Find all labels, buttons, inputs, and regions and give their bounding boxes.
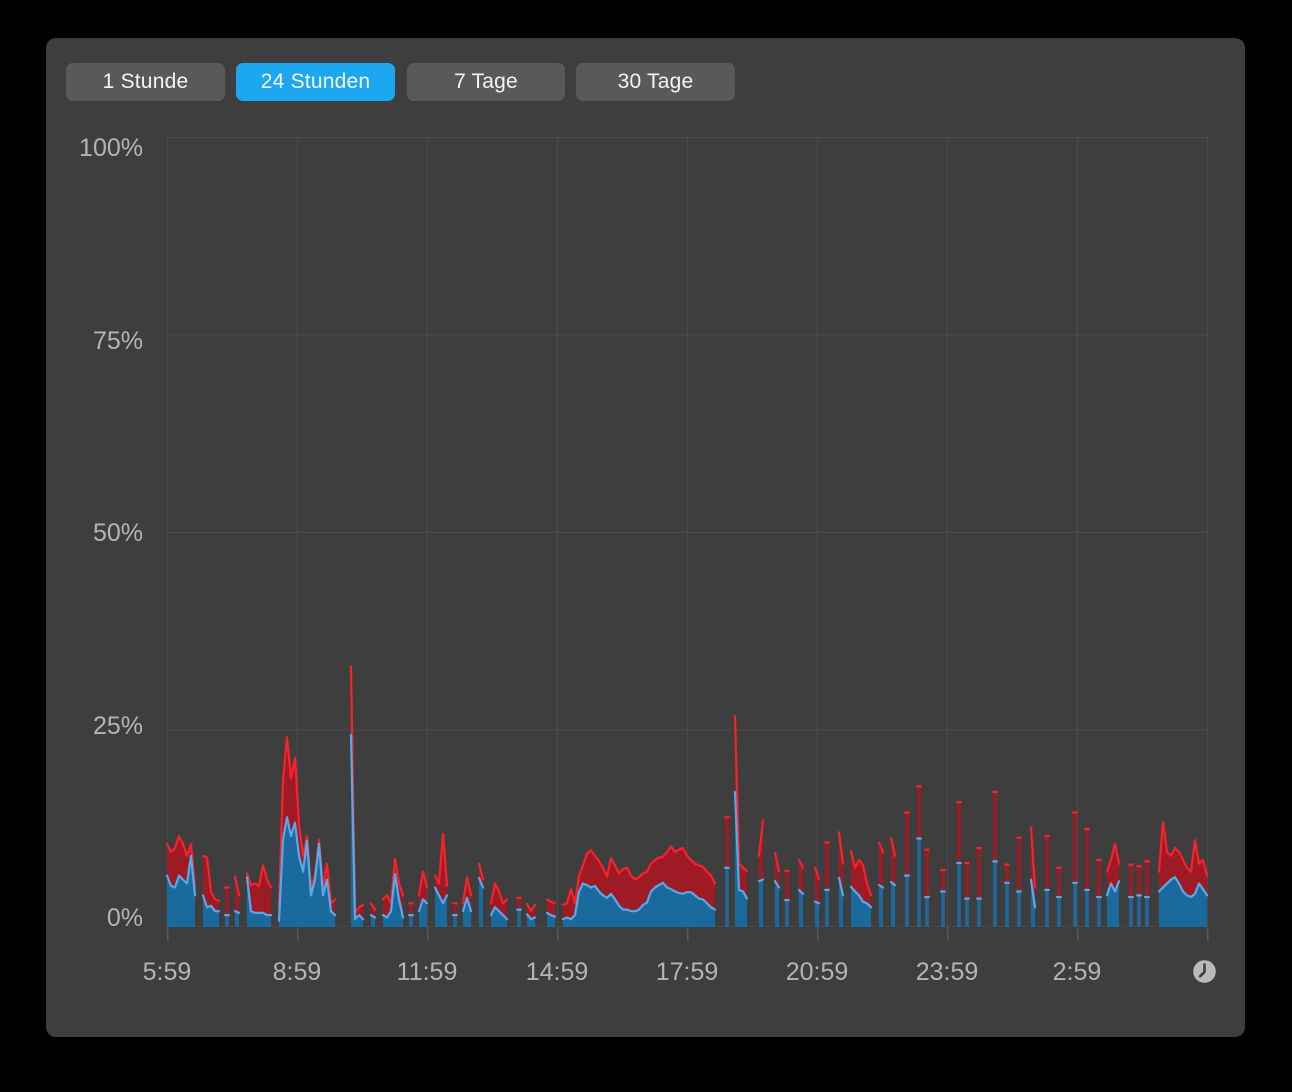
x-tick-label-20-59: 20:59 bbox=[785, 958, 849, 986]
x-tick-label-11-59: 11:59 bbox=[396, 958, 458, 986]
x-tick-label-23-59: 23:59 bbox=[915, 958, 979, 986]
app-window: 1 Stunde 24 Stunden 7 Tage 30 Tage 100% 7… bbox=[46, 38, 1245, 1037]
grid-lines bbox=[167, 137, 1208, 927]
usage-series bbox=[165, 665, 1209, 927]
x-tick-label-14-59: 14:59 bbox=[525, 958, 589, 986]
range-button-30-tage[interactable]: 30 Tage bbox=[576, 63, 735, 101]
y-tick-label-100: 100% bbox=[79, 134, 143, 162]
clock-icon[interactable] bbox=[1192, 959, 1217, 984]
range-button-7-tage[interactable]: 7 Tage bbox=[407, 63, 565, 101]
y-tick-label-0: 0% bbox=[106, 904, 143, 932]
y-tick-label-50: 50% bbox=[92, 519, 143, 547]
range-button-1-stunde[interactable]: 1 Stunde bbox=[66, 63, 225, 101]
time-range-toolbar: 1 Stunde 24 Stunden 7 Tage 30 Tage bbox=[46, 63, 1245, 101]
y-tick-label-25: 25% bbox=[92, 711, 143, 740]
y-tick-label-75: 75% bbox=[92, 326, 143, 355]
x-tick-label-8-59: 8:59 bbox=[272, 958, 322, 986]
x-tick-label-17-59: 17:59 bbox=[655, 958, 719, 986]
x-tick-label-2-59: 2:59 bbox=[1052, 958, 1102, 986]
x-axis-ticks bbox=[166, 927, 1209, 941]
usage-history-chart bbox=[165, 137, 1209, 941]
x-tick-label-5-59: 5:59 bbox=[142, 958, 192, 986]
range-button-24-stunden[interactable]: 24 Stunden bbox=[236, 63, 395, 101]
